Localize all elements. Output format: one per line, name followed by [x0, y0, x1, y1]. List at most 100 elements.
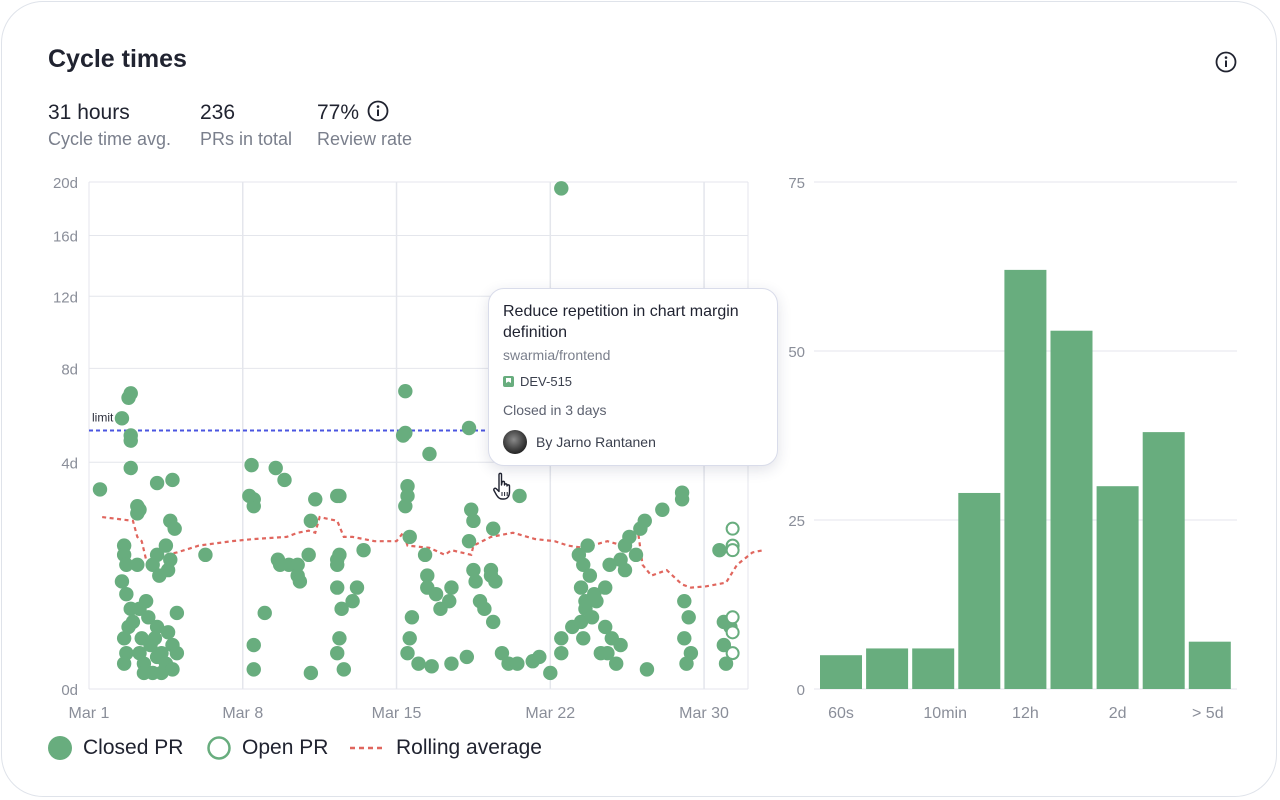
closed-pr-point: [402, 529, 417, 545]
closed-pr-swatch: [48, 736, 72, 760]
closed-pr-point: [444, 656, 459, 671]
legend-open-pr[interactable]: Open PR: [207, 736, 328, 760]
closed-pr-point: [244, 457, 259, 473]
tooltip-closed-duration: Closed in 3 days: [503, 402, 607, 418]
x-tick-label: Mar 30: [679, 705, 729, 722]
closed-pr-point: [477, 601, 492, 617]
closed-pr-point: [510, 656, 525, 671]
stat-value: 77%: [317, 101, 360, 124]
closed-pr-point: [417, 547, 433, 563]
closed-pr-point: [613, 552, 628, 567]
closed-pr-point: [622, 529, 637, 545]
closed-pr-point: [116, 631, 132, 646]
y-tick-label: 8d: [61, 361, 78, 378]
tooltip-issue[interactable]: DEV-515: [503, 374, 763, 389]
bar-x-tick-label: 10min: [923, 705, 967, 722]
closed-pr-point: [609, 656, 624, 671]
closed-pr-point: [580, 538, 595, 553]
closed-pr-point: [303, 665, 319, 681]
closed-pr-point: [677, 631, 692, 646]
closed-pr-point: [681, 610, 696, 625]
bar-y-tick-label: 25: [788, 513, 805, 530]
y-tick-label: 20d: [53, 175, 78, 192]
card-title: Cycle times: [48, 45, 187, 73]
closed-pr-point: [554, 631, 569, 646]
closed-pr-point: [712, 542, 727, 558]
bar-x-tick-label: 12h: [1012, 705, 1039, 722]
closed-pr-point: [292, 574, 308, 589]
open-pr-point: [725, 610, 740, 625]
closed-pr-point: [277, 472, 292, 488]
tooltip-pr-title: Reduce repetition in chart margin defini…: [503, 303, 739, 341]
closed-pr-point: [420, 568, 435, 583]
rolling-average-line: [102, 515, 764, 589]
closed-pr-point: [598, 619, 613, 635]
closed-pr-point: [411, 656, 426, 671]
closed-pr-point: [198, 547, 213, 563]
open-pr-point: [725, 625, 740, 640]
histogram-bar: [1142, 432, 1185, 689]
histogram-bar: [1004, 269, 1047, 689]
histogram-bar: [1050, 330, 1093, 689]
closed-pr-point: [613, 637, 628, 653]
scatter-axis: 0d 4d 8d 12d 16d 20d Mar 1 Mar 8 Mar 15 Mar 22 Mar…: [53, 175, 729, 722]
closed-pr-point: [145, 557, 160, 573]
closed-pr-point: [123, 460, 138, 476]
closed-pr-point: [587, 586, 602, 602]
closed-pr-point: [123, 433, 138, 448]
histogram-bar: [912, 648, 955, 689]
info-icon[interactable]: [1215, 51, 1237, 73]
open-pr-point: [725, 646, 740, 661]
info-icon[interactable]: [367, 100, 389, 122]
closed-pr-point: [149, 475, 165, 491]
closed-pr-point: [246, 637, 261, 653]
closed-pr-point: [398, 384, 413, 399]
closed-pr-point: [268, 460, 283, 476]
closed-pr-point: [468, 574, 483, 589]
tooltip-repo: swarmia/frontend: [503, 347, 611, 363]
closed-pr-point: [345, 593, 360, 609]
closed-pr-point: [404, 610, 420, 625]
legend-label: Rolling average: [396, 736, 542, 759]
closed-pr-point: [628, 547, 644, 563]
closed-pr-point: [332, 631, 347, 646]
closed-pr-point: [114, 574, 130, 589]
closed-pr-point: [602, 557, 617, 573]
closed-pr-point: [400, 645, 415, 661]
open-pr-swatch: [207, 736, 231, 760]
x-tick-label: Mar 8: [222, 705, 263, 722]
closed-pr-point: [303, 513, 319, 529]
hand-pointer-icon: [493, 472, 511, 500]
closed-pr-point: [554, 645, 569, 661]
closed-pr-point: [655, 502, 670, 517]
closed-pr-point: [598, 580, 613, 595]
stat-value: 31 hours: [48, 101, 130, 124]
closed-pr-point: [637, 513, 652, 529]
closed-pr-point: [428, 586, 444, 602]
bar-x-tick-label: 60s: [828, 705, 854, 722]
closed-pr-point: [461, 533, 477, 549]
closed-pr-point: [138, 593, 154, 609]
closed-pr-point: [116, 656, 132, 671]
closed-pr-point: [169, 645, 185, 661]
closed-pr-point: [543, 665, 558, 681]
legend-rolling-average[interactable]: Rolling average: [349, 736, 542, 760]
closed-pr-point: [488, 574, 503, 589]
closed-pr-point: [466, 513, 481, 529]
closed-pr-point: [290, 557, 305, 573]
legend-closed-pr[interactable]: Closed PR: [48, 736, 183, 760]
bar-axis: 0 25 50 75 60s 10min 12h 2d > 5d: [788, 175, 1223, 722]
closed-pr-point: [512, 488, 527, 504]
open-pr-point: [725, 521, 740, 536]
closed-pr-point: [485, 521, 501, 536]
tooltip-author: By Jarno Rantanen: [503, 430, 763, 454]
pr-tooltip: Reduce repetition in chart margin defini…: [488, 288, 778, 466]
closed-pr-point: [554, 181, 569, 196]
closed-pr-point: [573, 580, 589, 595]
bar-y-tick-label: 0: [797, 682, 805, 699]
bookmark-icon: [503, 376, 514, 387]
closed-pr-point: [147, 631, 163, 646]
closed-pr-point: [149, 619, 165, 635]
closed-pr-point: [485, 614, 501, 630]
bar-x-tick-label: > 5d: [1192, 705, 1224, 722]
